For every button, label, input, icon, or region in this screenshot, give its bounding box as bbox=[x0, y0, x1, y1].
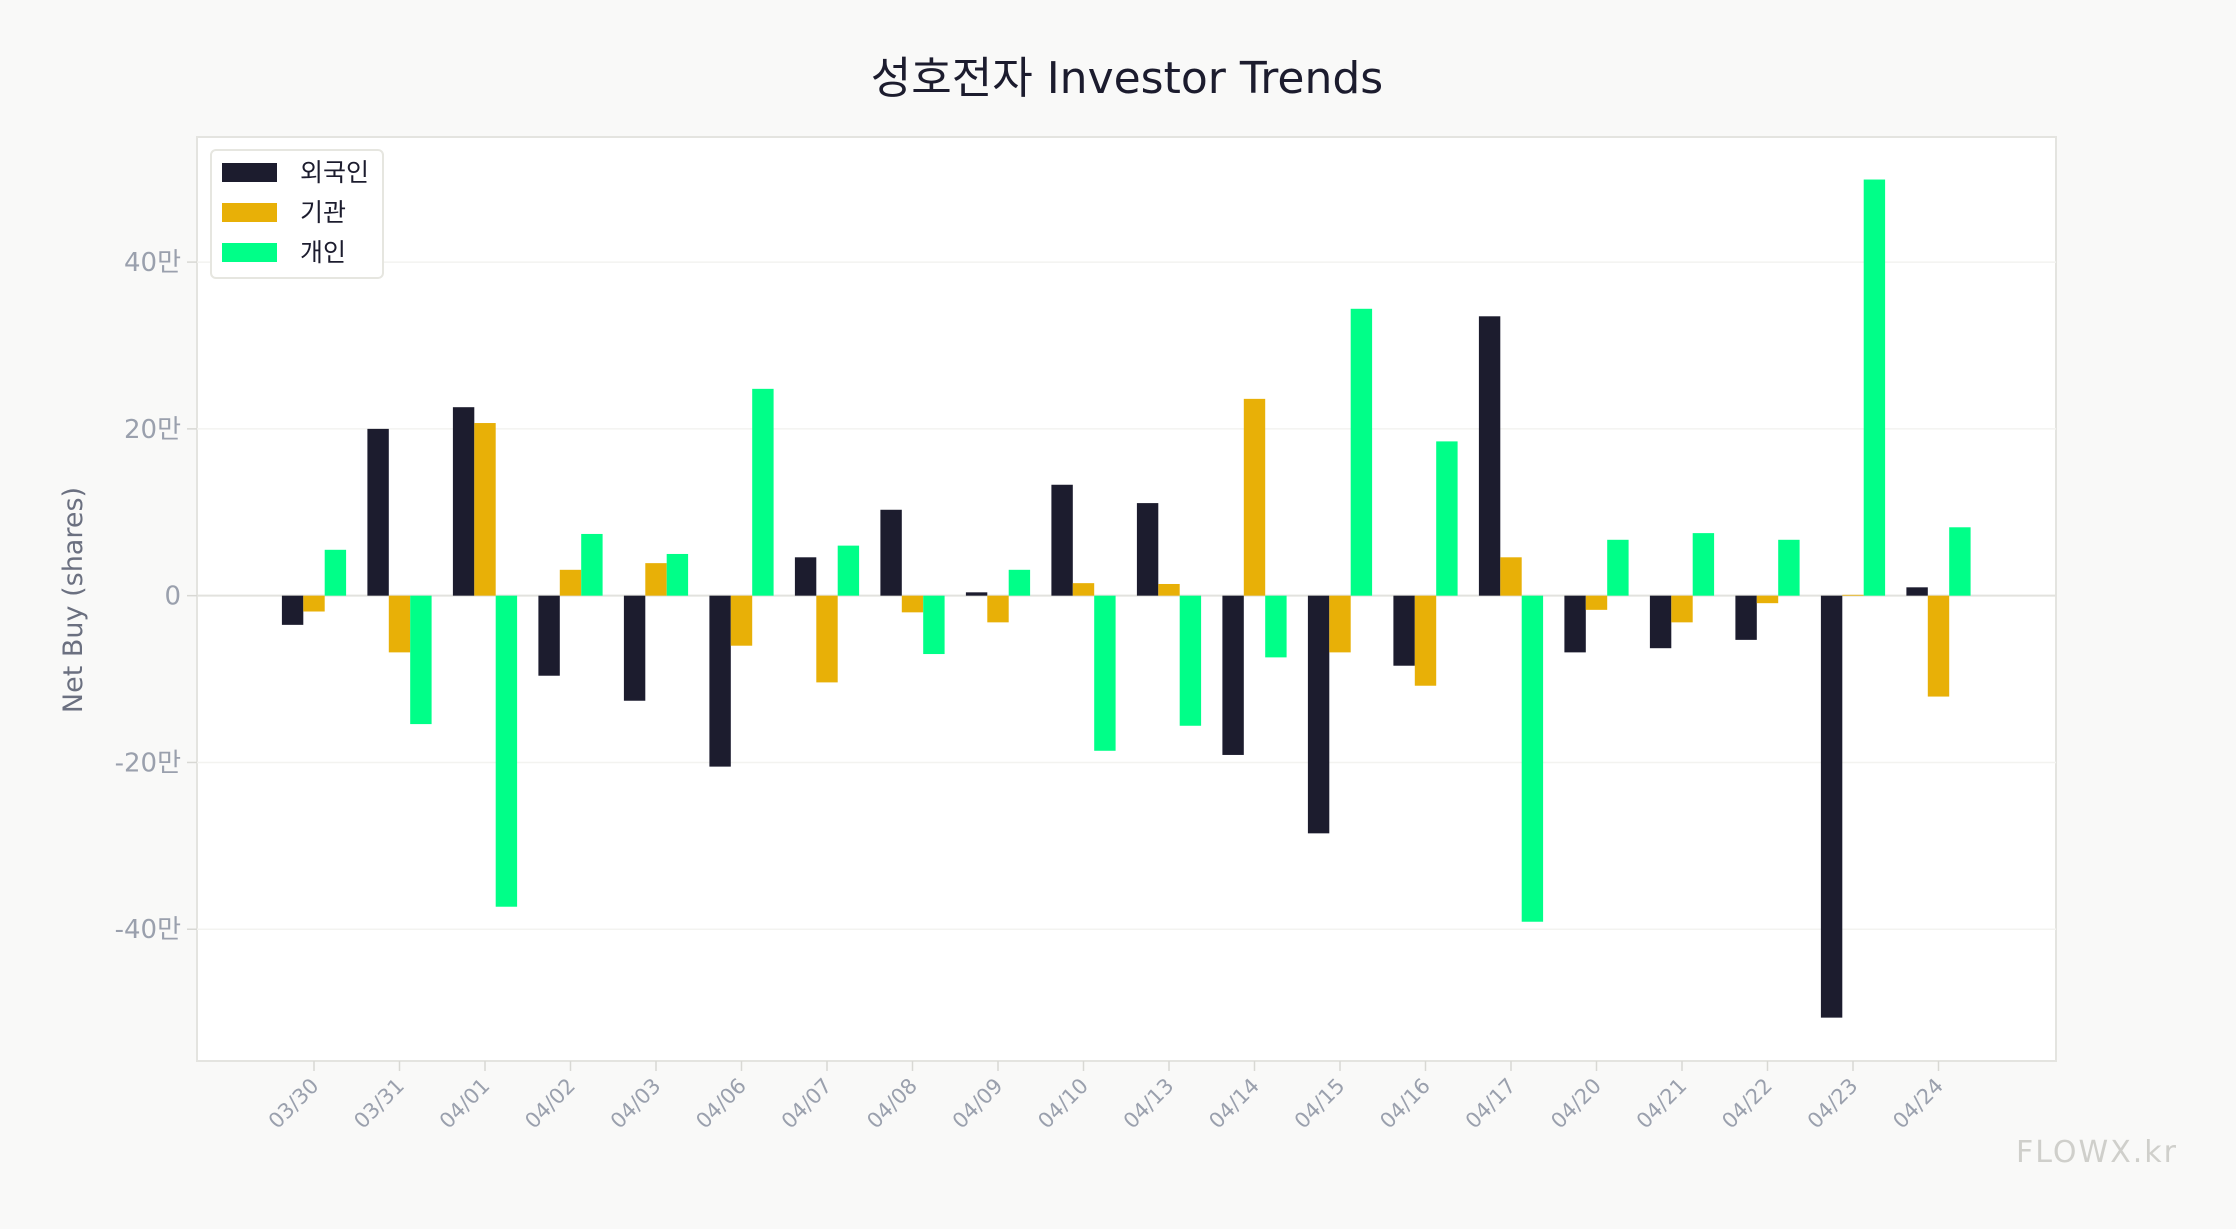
bar-04-24-1 bbox=[1927, 595, 1950, 697]
bar-04-14-2 bbox=[1265, 595, 1287, 658]
bar-04-21-1 bbox=[1671, 595, 1693, 623]
bar-04-07-0 bbox=[794, 557, 817, 596]
bar-04-09-0 bbox=[965, 592, 988, 596]
bar-04-08-1 bbox=[901, 595, 924, 613]
bar-04-07-1 bbox=[816, 595, 838, 683]
bar-03-31-0 bbox=[367, 428, 389, 596]
bar-04-22-0 bbox=[1735, 595, 1757, 640]
legend-swatch bbox=[222, 243, 277, 262]
y-tick-label: 0 bbox=[164, 582, 181, 612]
bar-04-09-2 bbox=[1008, 569, 1031, 596]
bar-04-08-2 bbox=[923, 595, 945, 655]
bar-04-16-0 bbox=[1393, 595, 1415, 666]
bar-03-30-2 bbox=[324, 549, 347, 596]
bar-04-21-2 bbox=[1692, 533, 1715, 596]
bar-04-24-2 bbox=[1949, 527, 1971, 596]
bar-04-01-0 bbox=[452, 407, 475, 596]
x-tick-label: 04/10 bbox=[1033, 1074, 1093, 1134]
x-tick-label: 04/17 bbox=[1461, 1074, 1521, 1134]
bar-04-24-0 bbox=[1906, 587, 1928, 596]
bar-04-13-0 bbox=[1136, 503, 1159, 596]
bar-04-23-2 bbox=[1863, 179, 1886, 596]
watermark: FLOWX.kr bbox=[2016, 1135, 2178, 1170]
bar-04-09-1 bbox=[987, 595, 1009, 623]
x-tick-label: 03/31 bbox=[349, 1074, 409, 1134]
bar-04-17-2 bbox=[1521, 595, 1544, 922]
bar-04-14-1 bbox=[1243, 398, 1266, 596]
bar-04-16-1 bbox=[1414, 595, 1437, 686]
x-tick-label: 04/13 bbox=[1119, 1074, 1179, 1134]
x-tick-label: 04/20 bbox=[1546, 1074, 1606, 1134]
x-tick-label: 04/22 bbox=[1717, 1074, 1777, 1134]
bar-04-21-0 bbox=[1649, 595, 1672, 649]
bar-04-15-1 bbox=[1329, 595, 1351, 653]
bar-04-03-2 bbox=[666, 553, 689, 596]
bar-04-02-2 bbox=[581, 533, 603, 596]
bar-04-20-0 bbox=[1564, 595, 1586, 653]
bar-04-23-1 bbox=[1842, 594, 1864, 596]
bar-04-22-2 bbox=[1778, 539, 1800, 596]
y-axis-label: Net Buy (shares) bbox=[58, 487, 89, 713]
bar-04-15-0 bbox=[1307, 595, 1330, 834]
bar-04-23-0 bbox=[1820, 595, 1843, 1018]
x-tick-label: 04/23 bbox=[1803, 1074, 1863, 1134]
y-tick-label: -40만 bbox=[115, 915, 181, 945]
bar-04-06-1 bbox=[730, 595, 753, 646]
bar-04-08-0 bbox=[880, 509, 902, 596]
legend-label: 기관 bbox=[300, 198, 346, 227]
x-tick-label: 04/03 bbox=[606, 1074, 666, 1134]
x-tick-label: 04/24 bbox=[1888, 1074, 1948, 1134]
legend-label: 개인 bbox=[300, 238, 346, 267]
bar-04-06-0 bbox=[709, 595, 731, 767]
bar-04-15-2 bbox=[1350, 308, 1373, 596]
bar-04-01-2 bbox=[495, 595, 518, 907]
y-tick-label: 20만 bbox=[124, 415, 181, 445]
legend-swatch bbox=[222, 203, 277, 222]
bar-04-03-1 bbox=[645, 563, 667, 596]
bar-03-31-2 bbox=[410, 595, 432, 725]
bar-04-02-1 bbox=[559, 569, 582, 596]
bar-04-17-1 bbox=[1500, 557, 1522, 596]
x-tick-label: 04/09 bbox=[948, 1074, 1008, 1134]
x-tick-label: 04/15 bbox=[1290, 1074, 1350, 1134]
bar-04-03-0 bbox=[623, 595, 646, 701]
x-tick-label: 04/21 bbox=[1632, 1074, 1692, 1134]
x-tick-label: 04/08 bbox=[862, 1074, 922, 1134]
chart-title: 성호전자 Investor Trends bbox=[871, 53, 1383, 104]
bar-04-07-2 bbox=[837, 545, 860, 596]
x-tick-label: 04/02 bbox=[520, 1074, 580, 1134]
bar-04-16-2 bbox=[1436, 441, 1458, 596]
bar-03-30-1 bbox=[303, 595, 325, 612]
bar-04-10-1 bbox=[1072, 583, 1095, 596]
bar-04-17-0 bbox=[1478, 316, 1501, 596]
x-tick-label: 03/30 bbox=[264, 1074, 324, 1134]
bar-03-31-1 bbox=[388, 595, 411, 653]
x-tick-label: 04/06 bbox=[691, 1074, 751, 1134]
bar-03-30-0 bbox=[281, 595, 304, 625]
bar-04-10-0 bbox=[1051, 484, 1073, 596]
x-tick-label: 04/01 bbox=[435, 1074, 495, 1134]
legend-label: 외국인 bbox=[300, 158, 369, 187]
bar-04-13-1 bbox=[1158, 583, 1180, 596]
bar-04-20-2 bbox=[1607, 539, 1629, 596]
bar-04-13-2 bbox=[1179, 595, 1202, 726]
bar-04-10-2 bbox=[1094, 595, 1116, 751]
bar-04-01-1 bbox=[474, 423, 496, 596]
legend-swatch bbox=[222, 163, 277, 182]
y-tick-label: 40만 bbox=[124, 248, 181, 278]
bar-04-02-0 bbox=[538, 595, 560, 676]
y-tick-label: -20만 bbox=[115, 748, 181, 778]
x-tick-label: 04/07 bbox=[777, 1074, 837, 1134]
x-tick-label: 04/16 bbox=[1375, 1074, 1435, 1134]
bar-04-14-0 bbox=[1222, 595, 1244, 755]
bar-04-22-1 bbox=[1756, 595, 1779, 604]
bar-04-06-2 bbox=[752, 388, 774, 596]
x-tick-label: 04/14 bbox=[1204, 1074, 1264, 1134]
bar-04-20-1 bbox=[1585, 595, 1608, 610]
